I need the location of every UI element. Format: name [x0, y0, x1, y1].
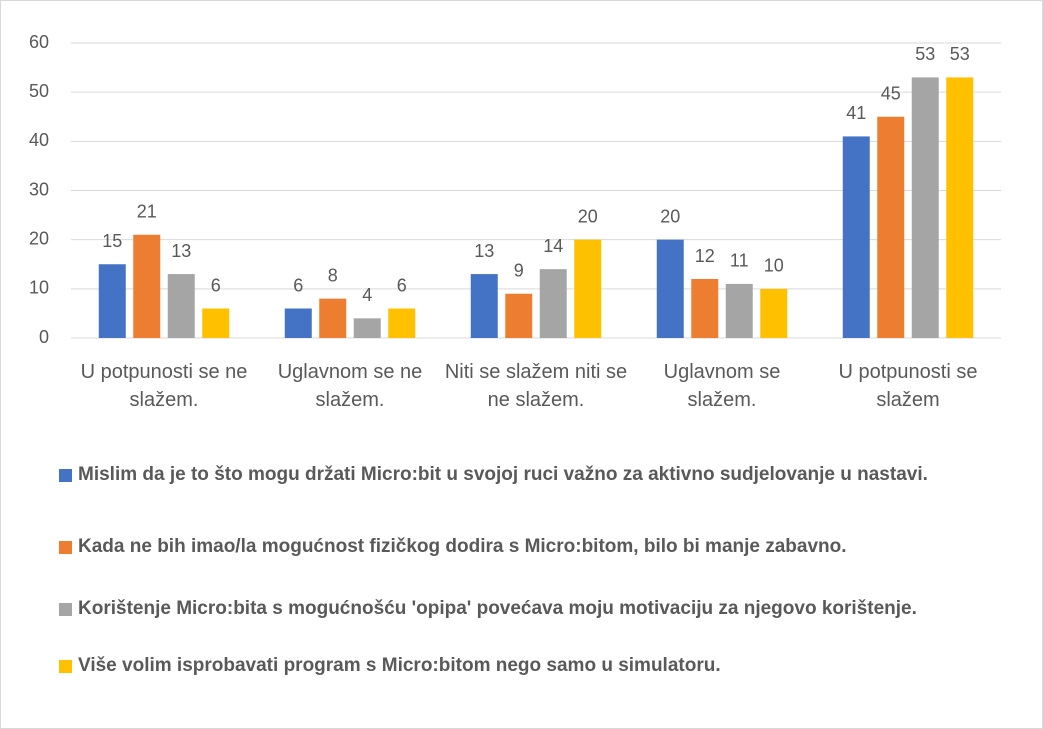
bar	[167, 274, 195, 338]
legend-label: Korištenje Micro:bita s mogućnošću 'opip…	[78, 598, 917, 619]
y-tick-label: 20	[29, 228, 49, 248]
legend-item: Korištenje Micro:bita s mogućnošću 'opip…	[59, 593, 1019, 625]
data-label: 6	[293, 275, 303, 295]
bar	[760, 288, 788, 338]
legend-swatch	[59, 469, 72, 482]
legend-label: Mislim da je to što mogu držati Micro:bi…	[78, 464, 928, 485]
data-label: 10	[764, 256, 784, 276]
y-tick-label: 60	[29, 32, 49, 52]
data-label: 12	[695, 246, 715, 266]
data-label: 6	[397, 275, 407, 295]
legend-swatch	[59, 603, 72, 616]
data-label: 20	[660, 206, 680, 226]
bar	[284, 308, 312, 338]
data-label: 15	[102, 231, 122, 251]
x-tick-label: U potpunosti se slažem	[838, 361, 978, 411]
y-tick-label: 0	[39, 327, 49, 347]
x-tick-label: U potpunosti se ne slažem.	[80, 361, 248, 411]
bar	[388, 308, 416, 338]
data-label: 11	[730, 251, 749, 271]
data-label: 13	[171, 241, 191, 261]
legend-item: Mislim da je to što mogu držati Micro:bi…	[59, 459, 1019, 491]
data-label: 9	[514, 261, 524, 281]
y-tick-label: 40	[29, 130, 49, 150]
data-label: 4	[362, 285, 372, 305]
bar	[470, 274, 498, 338]
data-label: 21	[137, 202, 157, 222]
data-label: 53	[950, 44, 970, 64]
x-tick-label: Uglavnom se ne slažem.	[277, 361, 423, 411]
x-tick-label: Niti se slažem niti se ne slažem.	[444, 361, 628, 411]
data-label: 45	[881, 84, 901, 104]
bar	[842, 136, 870, 338]
data-label: 8	[328, 265, 338, 285]
bar	[691, 279, 719, 338]
legend-item: Više volim isprobavati program s Micro:b…	[59, 650, 1019, 682]
y-tick-label: 30	[29, 179, 49, 199]
bar	[133, 234, 161, 338]
bar	[98, 264, 126, 338]
bar	[505, 293, 533, 338]
legend-label: Kada ne bih imao/la mogućnost fizičkog d…	[78, 536, 847, 557]
bar	[319, 298, 347, 338]
data-label: 41	[846, 103, 866, 123]
legend-label: Više volim isprobavati program s Micro:b…	[78, 655, 721, 676]
data-label: 53	[915, 44, 935, 64]
bar	[656, 239, 684, 338]
data-label: 20	[578, 206, 598, 226]
bar	[202, 308, 230, 338]
legend-swatch	[59, 660, 72, 673]
bar	[946, 77, 974, 339]
data-label: 6	[211, 275, 221, 295]
x-tick-label: Uglavnom se slažem.	[663, 361, 781, 411]
legend-swatch	[59, 541, 72, 554]
data-label: 14	[543, 236, 563, 256]
data-label: 13	[474, 241, 494, 261]
bar	[725, 283, 753, 338]
bar	[574, 239, 602, 338]
bar	[539, 269, 567, 338]
bar	[353, 318, 381, 338]
legend-item: Kada ne bih imao/la mogućnost fizičkog d…	[59, 531, 1019, 563]
y-tick-label: 50	[29, 81, 49, 101]
bar	[911, 77, 939, 339]
bar	[877, 116, 905, 338]
y-tick-label: 10	[29, 278, 49, 298]
